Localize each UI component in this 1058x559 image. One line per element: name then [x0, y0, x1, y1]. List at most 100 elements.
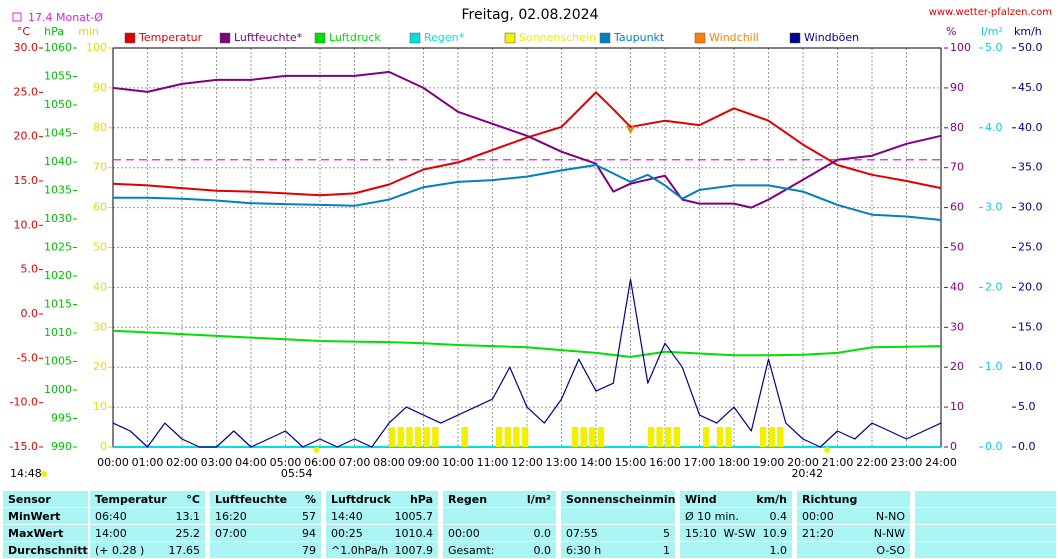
cell-text: 00:25	[331, 526, 363, 540]
axis-unit: hPa	[44, 25, 64, 38]
x-tick-label: 08:00	[373, 456, 405, 469]
y-tick-label: 990	[51, 440, 72, 453]
series-line	[112, 329, 942, 358]
x-tick-label: 20:00	[787, 456, 819, 469]
header-text: km/h	[756, 492, 787, 506]
x-tick-label: 06:00	[304, 456, 336, 469]
y-tick-label: 1020	[44, 269, 72, 282]
cell-text: (+ 0.28 )	[95, 543, 145, 557]
y-tick-label: 70	[93, 161, 107, 174]
cell-text: 16:20	[215, 509, 247, 523]
y-tick-label: 1015	[44, 298, 72, 311]
chart-title: Freitag, 02.08.2024	[462, 7, 599, 23]
time-marker	[41, 471, 47, 477]
y-tick-label: 20	[950, 360, 964, 373]
y-tick-label: 80	[950, 121, 964, 134]
table-cell: 6:30 h 1	[561, 542, 675, 558]
y-tick-label: 1000	[44, 383, 72, 396]
x-tick-label: 09:00	[408, 456, 440, 469]
y-tick-label: 1035	[44, 184, 72, 197]
table-cell	[915, 542, 1056, 558]
monthly-average-label: 17.4 Monat-Ø	[28, 11, 103, 24]
cell-text: 07:55	[566, 526, 598, 540]
table-row: MinWert 06:40 13.1 16:20 57 14:40 1005.7 Ø 10 m…	[0, 508, 1058, 524]
table-row: Sensor Temperatur °C Luftfeuchte% Luftdruck h…	[0, 491, 1058, 507]
y-tick-label: 90	[950, 81, 964, 94]
sunshine-bar	[406, 427, 413, 447]
table-cell: Ø 10 min. 0.4	[680, 508, 792, 524]
cell-text: W-SW	[723, 526, 756, 540]
y-tick-label: 20.0	[14, 130, 39, 143]
table-cell: MaxWert	[3, 525, 88, 541]
y-tick-label: 5.0	[1018, 400, 1036, 413]
header-text: Wind	[685, 492, 717, 506]
series-line	[113, 164, 942, 221]
y-tick-label: 5.0	[985, 41, 1003, 54]
y-tick-label: -15.0	[10, 440, 38, 453]
y-tick-label: 40	[93, 280, 107, 293]
header-text: hPa	[409, 492, 433, 506]
y-tick-label: 100	[950, 41, 971, 54]
header-text: Luftfeuchte	[215, 492, 288, 506]
y-tick-label: 15.0	[14, 174, 39, 187]
y-tick-label: 1025	[44, 241, 72, 254]
sunshine-bar	[702, 427, 710, 447]
sunshine-bar	[461, 427, 468, 447]
sunshine-bar	[656, 427, 663, 447]
cell-text: 14:40	[331, 509, 363, 523]
row-label: MaxWert	[8, 526, 64, 540]
y-tick-label: 5.0	[21, 263, 39, 276]
y-tick-label: 30	[93, 320, 107, 333]
sunshine-bar	[513, 427, 520, 447]
sunshine-bar	[571, 427, 579, 447]
sunshine-bar	[665, 427, 672, 447]
cell-text: 1005.7	[394, 509, 434, 523]
table-cell: 00:00 N-NO	[797, 508, 910, 524]
y-tick-label: 70	[950, 161, 964, 174]
legend-swatch	[219, 32, 231, 44]
table-cell: ^1.0hPa/h 1007.9	[326, 542, 438, 558]
y-tick-label: 10	[950, 400, 964, 413]
cell-text: 0.0	[533, 526, 552, 540]
cell-text: O-SO	[876, 543, 905, 557]
y-tick-label: 40.0	[1018, 121, 1043, 134]
x-tick-label: 02:00	[166, 456, 198, 469]
x-tick-label: 04:00	[235, 456, 267, 469]
cell-text: 00:00	[448, 526, 480, 540]
x-tick-label: 05:00	[270, 456, 302, 469]
y-tick-label: 35.0	[1018, 161, 1043, 174]
cell-text: 5	[663, 526, 670, 540]
x-tick-label: 22:00	[856, 456, 888, 469]
legend-swatch	[789, 32, 801, 44]
legend-label: Taupunkt	[613, 31, 665, 44]
header-text: °C	[186, 492, 200, 506]
cell-text: 0.4	[769, 509, 788, 523]
table-cell: Durchschnitt	[3, 542, 88, 558]
y-tick-label: 50	[950, 241, 964, 254]
y-tick-label: 1045	[44, 127, 72, 140]
x-tick-label: 12:00	[511, 456, 543, 469]
x-tick-label: 15:00	[615, 456, 647, 469]
y-tick-label: 90	[93, 81, 107, 94]
y-tick-label: 1005	[44, 355, 72, 368]
row-label: MinWert	[8, 509, 61, 523]
x-tick-label: 16:00	[649, 456, 681, 469]
sunshine-bar	[777, 427, 784, 447]
table-row: MaxWert 14:00 25.2 07:00 94 00:25 1010.4 00:00 0…	[0, 525, 1058, 541]
cell-text: 15:10	[685, 526, 717, 540]
header-text: Regen	[448, 492, 488, 506]
y-tick-label: 10	[93, 400, 107, 413]
sunshine-bar	[414, 427, 422, 447]
table-cell: 15:10 W-SW 10.9	[680, 525, 792, 541]
cell-text: 06:40	[95, 509, 127, 523]
x-tick-label: 19:00	[753, 456, 785, 469]
sunshine-bar	[495, 427, 503, 447]
y-tick-label: 0	[100, 440, 107, 453]
y-tick-label: 50	[93, 241, 107, 254]
y-tick-label: -10.0	[10, 396, 38, 409]
table-cell	[915, 525, 1056, 541]
legend-label: Sonnenschein	[519, 31, 596, 44]
legend-swatch	[504, 32, 516, 44]
cell-text: 79	[302, 543, 316, 557]
monthly-average-icon	[12, 12, 22, 22]
